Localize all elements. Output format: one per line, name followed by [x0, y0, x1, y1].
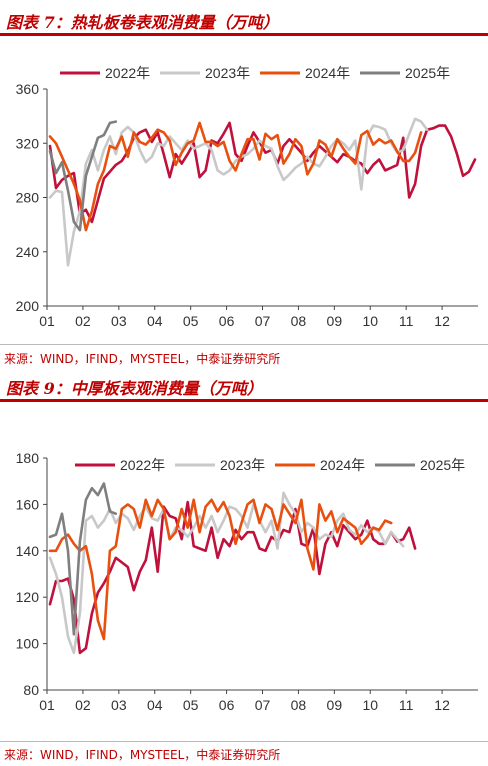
chart1-x-tick-label: 08	[291, 313, 307, 329]
chart2-title-bar: 图表 9：中厚板表观消费量（万吨）	[0, 370, 488, 402]
chart1-x-tick-label: 06	[219, 313, 235, 329]
chart1-x-tick-label: 05	[183, 313, 199, 329]
chart1-title: 图表 7：热轧板卷表观消费量（万吨）	[6, 13, 279, 32]
chart1-y-tick-label: 200	[16, 298, 40, 314]
chart1-x-tick-label: 04	[147, 313, 163, 329]
chart2-x-tick-label: 06	[219, 697, 235, 713]
chart1-legend-label: 2023年	[205, 65, 250, 81]
chart2-y-tick-label: 80	[23, 682, 39, 698]
chart1-y-tick-label: 280	[16, 190, 40, 206]
chart2-legend-label: 2022年	[120, 457, 165, 473]
chart1-series-line-2025年	[48, 120, 118, 232]
chart2-legend-label: 2024年	[320, 457, 365, 473]
chart1-title-underline	[0, 33, 488, 36]
chart1-x-tick-label: 07	[255, 313, 271, 329]
chart1-series-line-2024年	[48, 121, 423, 232]
chart2-x-tick-label: 12	[434, 697, 450, 713]
chart2-x-tick-label: 07	[255, 697, 271, 713]
chart2-y-tick-label: 180	[16, 450, 40, 466]
chart2-series-line-2023年	[48, 491, 405, 655]
chart1-x-tick-label: 11	[399, 313, 414, 329]
chart2-title: 图表 9：中厚板表观消费量（万吨）	[6, 379, 263, 398]
chart2-x-tick-label: 11	[399, 697, 414, 713]
chart2-source: 来源：WIND，IFIND，MYSTEEL，中泰证券研究所	[4, 748, 281, 762]
chart2-x-tick-label: 01	[39, 697, 55, 713]
chart2-series-line-2022年	[48, 500, 417, 655]
chart1-legend-label: 2022年	[105, 65, 150, 81]
chart1-series-line-2022年	[48, 121, 477, 224]
chart2-legend-label: 2023年	[220, 457, 265, 473]
chart1-y-tick-label: 240	[16, 244, 40, 260]
chart2-y-tick-label: 120	[16, 589, 40, 605]
chart1-y-tick-label: 320	[16, 135, 40, 151]
chart1-title-bar: 图表 7：热轧板卷表观消费量（万吨）	[0, 4, 488, 36]
chart1-x-tick-label: 01	[39, 313, 55, 329]
chart1-legend-label: 2025年	[405, 65, 450, 81]
chart2-source-divider	[0, 741, 488, 742]
chart2-series-line-2025年	[48, 482, 118, 636]
chart1-hot-rolled-coil: 200 240 280 320 360 01 02 03 04 05 06 07 08 09 10 11 12 2…	[16, 65, 478, 329]
chart1-y-tick-label: 360	[16, 81, 40, 97]
chart1-x-tick-label: 12	[434, 313, 450, 329]
chart2-x-tick-label: 05	[183, 697, 199, 713]
chart1-x-tick-label: 09	[327, 313, 343, 329]
chart2-x-tick-label: 02	[75, 697, 91, 713]
chart1-source: 来源：WIND，IFIND，MYSTEEL，中泰证券研究所	[4, 352, 281, 366]
chart1-x-tick-label: 02	[75, 313, 91, 329]
chart2-y-tick-label: 100	[16, 636, 40, 652]
chart2-x-tick-label: 03	[111, 697, 127, 713]
chart2-x-tick-label: 10	[362, 697, 378, 713]
chart2-x-tick-label: 09	[327, 697, 343, 713]
chart2-legend-label: 2025年	[420, 457, 465, 473]
chart2-medium-plate: 80 100 120 140 160 180 01 02 03 04 05 06 07 08 09 10 11 1…	[16, 450, 478, 713]
chart2-x-tick-label: 08	[291, 697, 307, 713]
chart1-source-divider	[0, 344, 488, 345]
chart1-x-tick-label: 10	[362, 313, 378, 329]
chart2-title-underline	[0, 399, 488, 402]
chart2-series-line-2024年	[48, 498, 393, 641]
chart2-x-tick-label: 04	[147, 697, 163, 713]
chart2-y-tick-label: 160	[16, 496, 40, 512]
chart2-y-tick-label: 140	[16, 543, 40, 559]
chart1-x-tick-label: 03	[111, 313, 127, 329]
chart1-legend-label: 2024年	[305, 65, 350, 81]
